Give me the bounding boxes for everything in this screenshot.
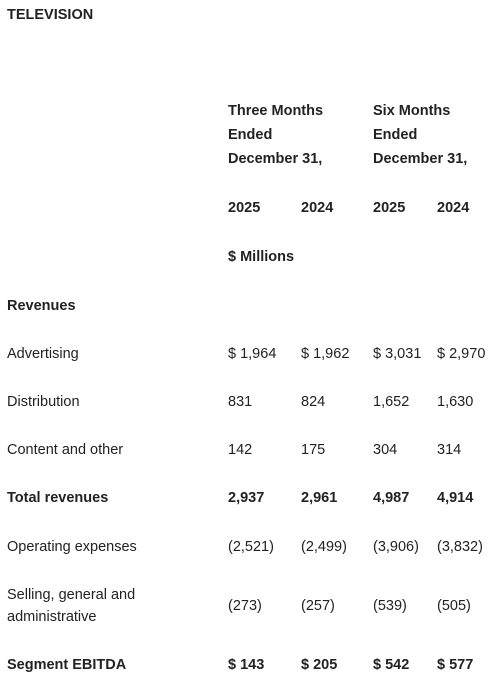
cell: 4,914	[437, 490, 474, 506]
cell: (2,521)	[228, 539, 274, 555]
cell: $ 1,964	[228, 346, 277, 362]
cell: 831	[228, 394, 253, 410]
cell: 304	[373, 442, 398, 458]
cell: 824	[301, 394, 326, 410]
cell: 1,630	[437, 394, 474, 410]
cell: $ 205	[301, 657, 338, 673]
year-header: 2025	[373, 200, 406, 216]
row-label: Selling, general and administrative	[7, 587, 136, 625]
cell: $ 3,031	[373, 346, 422, 362]
period-header: Three Months Ended December 31,	[228, 103, 324, 167]
cell: 1,652	[373, 394, 410, 410]
cell: $ 1,962	[301, 346, 350, 362]
cell: 314	[437, 442, 462, 458]
period-header: Six Months Ended December 31,	[373, 103, 468, 167]
year-header: 2024	[301, 200, 334, 216]
row-label: Advertising	[7, 346, 79, 362]
cell: (2,499)	[301, 539, 347, 555]
cell: 2,961	[301, 490, 338, 506]
year-header: 2025	[228, 200, 261, 216]
cell: $ 577	[437, 657, 474, 673]
cell: $ 2,970	[437, 346, 486, 362]
cell: (3,832)	[437, 539, 483, 555]
row-label: Distribution	[7, 394, 80, 410]
row-label: Content and other	[7, 442, 124, 458]
row-label: Segment EBITDA	[7, 657, 127, 673]
cell: 2,937	[228, 490, 265, 506]
unit-label: $ Millions	[228, 249, 295, 265]
cell: 142	[228, 442, 253, 458]
row-label: Total revenues	[7, 490, 109, 506]
cell: 175	[301, 442, 326, 458]
cell: (273)	[228, 598, 262, 614]
cell: 4,987	[373, 490, 410, 506]
cell: $ 542	[373, 657, 410, 673]
cell: $ 143	[228, 657, 265, 673]
row-label: Operating expenses	[7, 539, 137, 555]
cell: (505)	[437, 598, 471, 614]
cell: (539)	[373, 598, 407, 614]
year-header: 2024	[437, 200, 470, 216]
cell: (257)	[301, 598, 335, 614]
title: TELEVISION	[7, 7, 94, 23]
row-label: Revenues	[7, 298, 76, 314]
cell: (3,906)	[373, 539, 419, 555]
